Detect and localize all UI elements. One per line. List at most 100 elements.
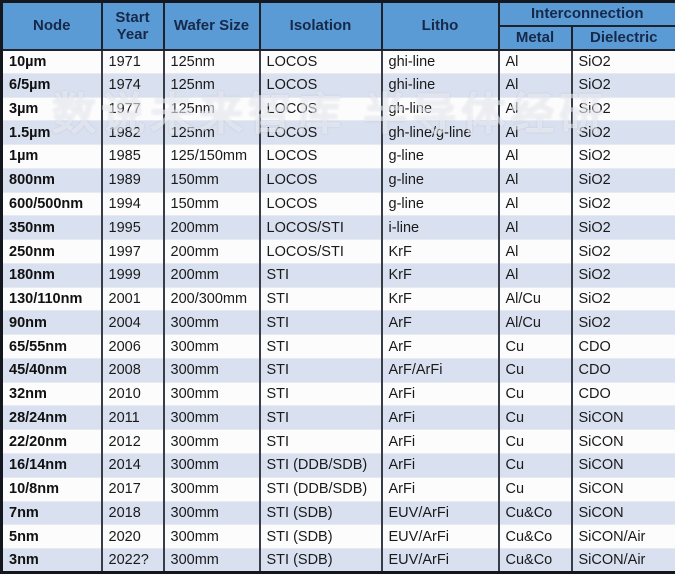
cell-wafer-size: 200mm (162, 262, 261, 288)
cell-wafer-size: 300mm (162, 405, 261, 431)
cell-dielectric: CDO (570, 381, 675, 407)
cell-node: 180nm (0, 262, 103, 288)
cell-dielectric: SiO2 (570, 96, 675, 122)
cell-start-year: 2006 (100, 334, 165, 359)
cell-isolation: LOCOS/STI (258, 215, 383, 241)
cell-dielectric: SiO2 (570, 262, 675, 288)
table-row: 600/500nm 1994 150mm LOCOS g-line Al SiO2 (0, 191, 675, 217)
cell-dielectric: SiO2 (570, 120, 675, 146)
cell-isolation: STI (258, 429, 383, 455)
cell-dielectric: SiCON/Air (570, 548, 675, 573)
cell-metal: Cu (497, 476, 573, 502)
cell-metal: Cu (497, 405, 573, 431)
column-header-interconnection: Interconnection (497, 0, 675, 27)
cell-metal: Al (497, 72, 573, 98)
cell-wafer-size: 300mm (162, 334, 261, 359)
cell-wafer-size: 300mm (162, 524, 261, 550)
cell-dielectric: SiO2 (570, 167, 675, 193)
cell-litho: gh-line (380, 96, 500, 122)
cell-node: 65/55nm (0, 334, 103, 359)
cell-wafer-size: 150mm (162, 167, 261, 193)
cell-wafer-size: 300mm (162, 548, 261, 573)
cell-isolation: STI (DDB/SDB) (258, 453, 383, 478)
cell-start-year: 2001 (100, 286, 165, 312)
cell-start-year: 1994 (100, 191, 165, 217)
cell-wafer-size: 200/300mm (162, 286, 261, 312)
table-row: 10/8nm 2017 300mm STI (DDB/SDB) ArFi Cu SiCON (0, 476, 675, 502)
cell-litho: EUV/ArFi (380, 500, 500, 526)
cell-wafer-size: 300mm (162, 429, 261, 455)
cell-metal: Cu (497, 453, 573, 478)
cell-dielectric: SiO2 (570, 239, 675, 264)
column-header-metal: Metal (497, 24, 573, 51)
table-row: 1µm 1985 125/150mm LOCOS g-line Al SiO2 (0, 144, 675, 169)
column-header-isolation: Isolation (258, 0, 383, 51)
cell-node: 1µm (0, 144, 103, 169)
cell-start-year: 1971 (100, 49, 165, 74)
column-header-dielectric: Dielectric (570, 24, 675, 51)
cell-node: 250nm (0, 239, 103, 264)
cell-start-year: 2020 (100, 524, 165, 550)
cell-wafer-size: 125nm (162, 72, 261, 98)
cell-start-year: 1995 (100, 215, 165, 241)
cell-isolation: STI (258, 381, 383, 407)
cell-start-year: 1982 (100, 120, 165, 146)
table-row: 250nm 1997 200mm LOCOS/STI KrF Al SiO2 (0, 239, 675, 264)
table-row: 90nm 2004 300mm STI ArF Al/Cu SiO2 (0, 310, 675, 336)
cell-litho: ArF (380, 310, 500, 336)
cell-node: 16/14nm (0, 453, 103, 478)
cell-dielectric: SiO2 (570, 215, 675, 241)
cell-isolation: STI (SDB) (258, 524, 383, 550)
cell-litho: ghi-line (380, 49, 500, 74)
cell-start-year: 2004 (100, 310, 165, 336)
table-row: 3nm 2022? 300mm STI (SDB) EUV/ArFi Cu&Co SiCON… (0, 548, 675, 573)
cell-metal: Cu&Co (497, 524, 573, 550)
cell-litho: EUV/ArFi (380, 524, 500, 550)
table-row: 800nm 1989 150mm LOCOS g-line Al SiO2 (0, 167, 675, 193)
cell-node: 130/110nm (0, 286, 103, 312)
table-row: 180nm 1999 200mm STI KrF Al SiO2 (0, 262, 675, 288)
cell-start-year: 1977 (100, 96, 165, 122)
cell-node: 3µm (0, 96, 103, 122)
table-row: 65/55nm 2006 300mm STI ArF Cu CDO (0, 334, 675, 359)
cell-litho: ArFi (380, 381, 500, 407)
cell-litho: ArF/ArFi (380, 357, 500, 383)
table-row: 1.5µm 1982 125nm LOCOS gh-line/g-line Al SiO2 (0, 120, 675, 146)
cell-node: 6/5µm (0, 72, 103, 98)
cell-start-year: 2017 (100, 476, 165, 502)
cell-metal: Al (497, 215, 573, 241)
cell-wafer-size: 300mm (162, 476, 261, 502)
cell-node: 90nm (0, 310, 103, 336)
cell-litho: ArFi (380, 405, 500, 431)
cell-dielectric: SiCON (570, 429, 675, 455)
cell-wafer-size: 200mm (162, 215, 261, 241)
cell-litho: g-line (380, 167, 500, 193)
cell-metal: Al (497, 191, 573, 217)
cell-litho: KrF (380, 239, 500, 264)
cell-isolation: LOCOS (258, 167, 383, 193)
table-row: 45/40nm 2008 300mm STI ArF/ArFi Cu CDO (0, 357, 675, 383)
column-header-start-year: Start Year (100, 0, 165, 51)
cell-metal: Al/Cu (497, 310, 573, 336)
cell-node: 5nm (0, 524, 103, 550)
cell-metal: Cu (497, 334, 573, 359)
cell-wafer-size: 125/150mm (162, 144, 261, 169)
cell-dielectric: SiO2 (570, 72, 675, 98)
cell-dielectric: CDO (570, 334, 675, 359)
cell-node: 10µm (0, 49, 103, 74)
cell-litho: ArFi (380, 429, 500, 455)
column-header-wafer-size: Wafer Size (162, 0, 261, 51)
cell-start-year: 2008 (100, 357, 165, 383)
cell-wafer-size: 300mm (162, 453, 261, 478)
cell-node: 600/500nm (0, 191, 103, 217)
table-row: 28/24nm 2011 300mm STI ArFi Cu SiCON (0, 405, 675, 431)
cell-wafer-size: 300mm (162, 310, 261, 336)
table-body: 10µm 1971 125nm LOCOS ghi-line Al SiO2 6/5µm 197… (0, 49, 675, 573)
cell-litho: i-line (380, 215, 500, 241)
table-row: 350nm 1995 200mm LOCOS/STI i-line Al SiO2 (0, 215, 675, 241)
cell-wafer-size: 125nm (162, 49, 261, 74)
cell-node: 10/8nm (0, 476, 103, 502)
cell-metal: Cu (497, 429, 573, 455)
cell-dielectric: SiCON (570, 476, 675, 502)
cell-isolation: LOCOS (258, 72, 383, 98)
